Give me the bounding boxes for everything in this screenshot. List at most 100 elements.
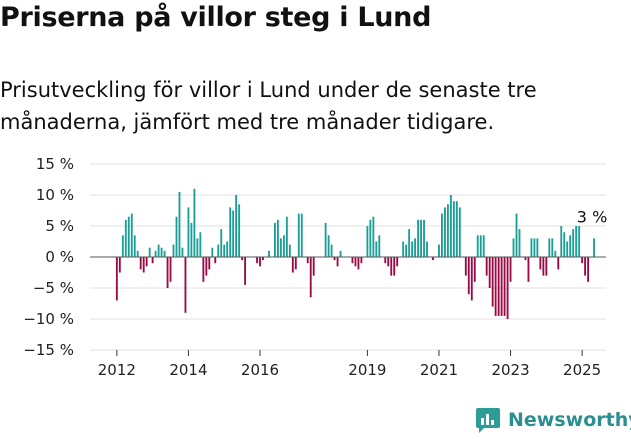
bars [115, 188, 595, 319]
bar [455, 201, 458, 257]
bar [127, 216, 130, 257]
bar [327, 235, 330, 257]
bar [235, 195, 238, 257]
bar [339, 250, 342, 257]
bar [148, 247, 151, 257]
bar [181, 247, 184, 257]
bar [485, 257, 488, 276]
bar [378, 235, 381, 257]
bar [533, 238, 536, 257]
bar [581, 257, 584, 264]
bar [563, 232, 566, 257]
bar [449, 195, 452, 257]
bar [584, 257, 587, 276]
bar [175, 216, 178, 257]
bar-chart: 15 %10 %5 %0 %−5 %−10 %−15 % 2012 2014 201… [23, 155, 607, 379]
brand-name: Newsworthy [508, 409, 631, 431]
bar [539, 257, 542, 270]
y-tick-label: −15 % [23, 341, 74, 359]
bar [467, 257, 470, 295]
x-tick-label: 2019 [348, 361, 386, 379]
bar [506, 257, 509, 319]
bar [145, 257, 148, 267]
bar [297, 213, 300, 257]
bar [545, 257, 548, 276]
bar [494, 257, 497, 316]
bar [217, 244, 220, 257]
bar [438, 244, 440, 257]
bar [300, 213, 303, 257]
bar [464, 257, 467, 276]
x-axis-ticks: 2012 2014 2016 2019 2021 2023 2025 [98, 350, 601, 379]
bar [542, 257, 545, 276]
bar [124, 219, 127, 257]
bar [488, 257, 491, 288]
x-tick-label: 2021 [420, 361, 458, 379]
bar [372, 216, 375, 257]
bar [441, 213, 443, 257]
bar [587, 257, 590, 282]
bar [268, 250, 270, 257]
bar [417, 219, 420, 257]
bar [458, 207, 461, 257]
bar [211, 247, 214, 257]
bar [408, 229, 411, 257]
bar [256, 257, 258, 264]
y-tick-label: 5 % [45, 217, 74, 235]
y-tick-label: 0 % [45, 248, 74, 266]
bar [223, 244, 226, 257]
y-axis-ticks: 15 % 10 % 5 % 0 % −5 % −10 % −15 % [23, 155, 74, 359]
bar [536, 238, 539, 257]
bar [491, 257, 494, 307]
latest-value-label: 3 % [577, 207, 607, 226]
bar [393, 257, 396, 276]
bar [560, 226, 563, 257]
chart-title: Priserna på villor steg i Lund [0, 2, 432, 33]
chart-subtitle: Prisutveckling för villor i Lund under d… [0, 78, 537, 134]
bar [288, 244, 291, 257]
bar [306, 257, 309, 264]
bar [396, 257, 399, 267]
bar [369, 219, 372, 257]
bar [133, 235, 136, 257]
bar [193, 188, 196, 257]
bar [160, 247, 163, 257]
newsworthy-chart-icon [476, 408, 500, 433]
x-tick-label: 2014 [169, 361, 207, 379]
bar [205, 257, 208, 276]
annotations: 3 % [577, 207, 607, 226]
bar [291, 257, 294, 273]
bar [518, 229, 521, 257]
bar [169, 257, 172, 282]
y-tick-label: −5 % [33, 279, 74, 297]
bar [130, 213, 133, 257]
bar [178, 191, 181, 257]
bar [324, 222, 327, 257]
y-tick-label: −10 % [23, 310, 74, 328]
bar [482, 235, 485, 257]
bar [414, 238, 417, 257]
bar [548, 238, 551, 257]
bar [423, 219, 425, 257]
bar [279, 238, 282, 257]
x-tick-label: 2025 [563, 361, 601, 379]
bar [190, 222, 193, 257]
bar [503, 257, 506, 316]
bar [405, 244, 408, 257]
bar [208, 257, 211, 270]
bar [226, 241, 229, 257]
bar [336, 257, 339, 267]
bar [166, 257, 169, 288]
bar [220, 229, 223, 257]
bar [294, 257, 297, 270]
bar [444, 207, 446, 257]
bar [312, 257, 315, 276]
bar [151, 257, 154, 264]
bar [402, 241, 405, 257]
bar [575, 226, 578, 257]
bar [524, 257, 527, 261]
bar [199, 232, 202, 257]
bar [333, 257, 336, 261]
bar [121, 235, 124, 257]
bar [142, 257, 145, 273]
